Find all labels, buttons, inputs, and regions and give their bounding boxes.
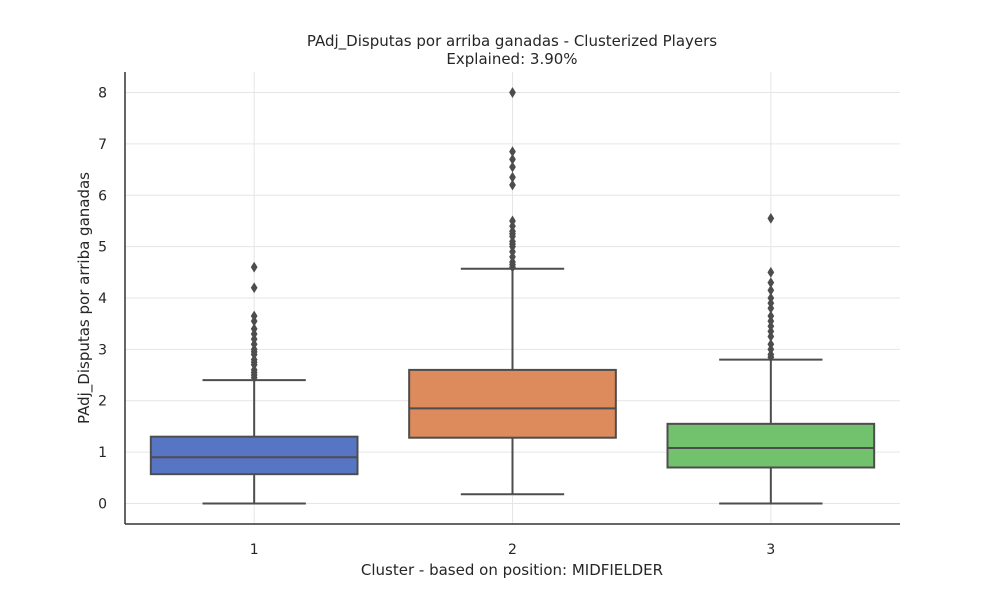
outlier-point (767, 310, 775, 322)
y-tick-label: 6 (98, 188, 107, 204)
outlier-point (509, 171, 516, 183)
outlier-point (767, 212, 775, 224)
outlier-point (250, 261, 258, 273)
outlier-point (767, 266, 775, 278)
iqr-box (408, 368, 617, 439)
outlier-point (509, 153, 516, 165)
y-tick-label: 0 (98, 496, 107, 512)
y-tick-label: 8 (98, 86, 107, 102)
iqr-box (149, 435, 359, 476)
y-tick-label: 4 (98, 291, 107, 307)
outlier-point (250, 282, 258, 294)
x-axis-label: Cluster - based on position: MIDFIELDER (361, 561, 663, 579)
outlier-point (250, 323, 258, 335)
y-axis-label: PAdj_Disputas por arriba ganadas (75, 172, 94, 424)
box-cluster-1 (149, 261, 359, 505)
outlier-point (509, 161, 516, 173)
outlier-point (767, 284, 775, 296)
outlier-point (509, 179, 516, 191)
outlier-point (767, 292, 775, 304)
outlier-point (509, 146, 516, 158)
box-cluster-3 (666, 212, 876, 505)
y-tick-label: 3 (98, 342, 107, 358)
outlier-point (509, 87, 516, 98)
x-tick-label: 1 (250, 542, 259, 558)
boxes-group (149, 87, 876, 505)
y-tick-label: 5 (98, 240, 107, 256)
chart-subtitle: Explained: 3.90% (446, 50, 577, 68)
axes: 0 1 2 3 4 5 6 7 8 1 2 3 (98, 72, 900, 558)
box-cluster-2 (408, 87, 617, 496)
y-tick-label: 7 (98, 137, 107, 153)
y-tick-label: 1 (98, 445, 107, 461)
x-tick-label: 2 (508, 542, 517, 558)
outlier-point (767, 338, 775, 350)
iqr-box (666, 422, 876, 469)
outlier-point (250, 310, 258, 322)
x-tick-label: 3 (766, 542, 775, 558)
outlier-point (767, 277, 775, 288)
y-tick-label: 2 (98, 394, 107, 410)
chart-title: PAdj_Disputas por arriba ganadas - Clust… (307, 32, 717, 51)
outlier-point (509, 215, 516, 227)
